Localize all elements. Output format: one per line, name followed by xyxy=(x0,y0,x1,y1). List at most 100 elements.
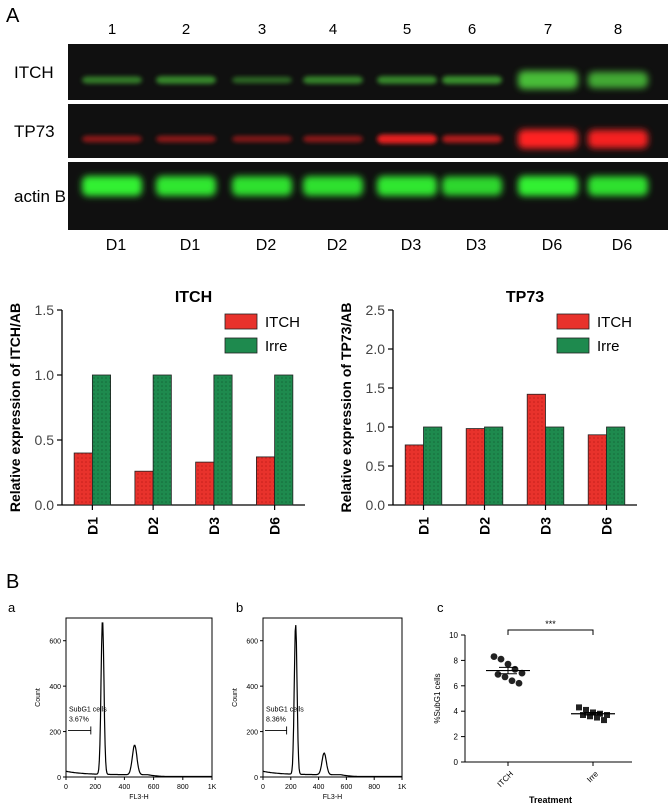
blot-band xyxy=(156,176,216,196)
blot-band xyxy=(232,135,292,143)
x-axis-label: FL3-H xyxy=(129,794,148,801)
blot-band xyxy=(442,176,502,196)
data-point xyxy=(508,677,516,685)
y-axis-label: Relative expression of TP73/AB xyxy=(338,302,354,512)
legend-swatch xyxy=(224,337,258,354)
lane-number: 4 xyxy=(329,21,337,38)
bar xyxy=(484,426,504,506)
data-point xyxy=(504,660,512,668)
y-tick-label: 0 xyxy=(57,775,61,782)
histogram-a: 0 200 400 600 0 200 400 600 800 1K FL3-H Count SubG1… xyxy=(35,617,217,801)
panel-b-label: B xyxy=(6,571,19,593)
y-tick-label: 400 xyxy=(49,684,61,691)
bar xyxy=(134,470,154,506)
bar xyxy=(587,434,607,506)
histogram-b: 0 200 400 600 0 200 400 600 800 1K FL3-H Count SubG1… xyxy=(232,617,407,801)
gate-label: SubG1 cells xyxy=(69,706,107,713)
y-tick-label: 600 xyxy=(246,639,258,646)
y-tick-label: 1.5 xyxy=(366,380,386,396)
x-tick-label: D6 xyxy=(599,517,615,535)
bar xyxy=(526,393,546,506)
y-tick-label: 0 xyxy=(454,758,459,767)
blot-row-label: TP73 xyxy=(14,122,55,141)
data-point xyxy=(583,706,589,713)
legend-label: ITCH xyxy=(597,314,632,331)
y-tick-label: 0.0 xyxy=(366,497,386,513)
blot-strip xyxy=(68,104,668,158)
x-tick-label: 800 xyxy=(368,784,380,791)
legend-swatch xyxy=(224,313,258,330)
blot-band xyxy=(156,135,216,143)
data-point xyxy=(490,653,498,660)
y-tick-label: 6 xyxy=(454,682,459,691)
lane-number: 6 xyxy=(468,21,476,38)
bar xyxy=(423,426,443,506)
legend-label: Irre xyxy=(265,338,288,355)
blot-strip xyxy=(68,44,668,100)
y-axis-label: Count xyxy=(232,688,239,707)
lane-day-label: D1 xyxy=(106,237,127,254)
gate-value: 8.36% xyxy=(266,716,286,723)
bar xyxy=(274,374,294,506)
lane-day-label: D3 xyxy=(466,237,487,254)
western-blot: 1 2 3 4 5 6 7 8 ITCH TP73 actin B D1 D1 D2 D2 D3 D3 D6 D6 xyxy=(14,21,668,254)
chart-title: ITCH xyxy=(175,289,212,306)
blot-row-label: ITCH xyxy=(14,63,54,82)
blot-band xyxy=(303,135,363,143)
x-tick-label: 0 xyxy=(261,784,265,791)
x-tick-label: 200 xyxy=(285,784,297,791)
data-point xyxy=(587,713,593,720)
y-tick-label: 600 xyxy=(49,639,61,646)
x-tick-label: D2 xyxy=(477,517,493,535)
x-axis-label: Treatment xyxy=(529,795,572,805)
bar xyxy=(195,461,215,506)
x-tick-label: 400 xyxy=(119,784,131,791)
blot-band xyxy=(518,176,578,196)
x-tick-label: ITCH xyxy=(496,769,516,789)
y-tick-label: 0 xyxy=(254,775,258,782)
y-tick-label: 4 xyxy=(454,707,459,716)
x-tick-label: 600 xyxy=(148,784,160,791)
blot-band xyxy=(518,129,578,149)
data-point xyxy=(497,655,505,663)
blot-band xyxy=(518,70,578,90)
plot-frame xyxy=(65,617,213,778)
x-tick-label: 400 xyxy=(313,784,325,791)
y-tick-label: 2 xyxy=(454,733,459,742)
blot-band xyxy=(442,76,502,84)
blot-band xyxy=(82,76,142,84)
chart-title: TP73 xyxy=(506,289,544,306)
lane-number: 7 xyxy=(544,21,552,38)
data-point xyxy=(494,670,502,678)
y-tick-label: 0.5 xyxy=(35,432,55,448)
blot-band xyxy=(303,176,363,196)
histogram-curve xyxy=(262,625,402,778)
y-tick-label: 10 xyxy=(449,631,458,640)
y-tick-label: 200 xyxy=(49,730,61,737)
x-tick-label: D2 xyxy=(145,517,161,535)
lane-day-label: D3 xyxy=(401,237,422,254)
x-tick-label: D1 xyxy=(416,517,432,535)
x-tick-label: 800 xyxy=(177,784,189,791)
blot-band xyxy=(377,134,437,144)
x-axis-label: FL3-H xyxy=(323,794,342,801)
data-point xyxy=(515,679,523,687)
panel-b-sub-b: b xyxy=(236,600,243,615)
x-tick-label: D1 xyxy=(84,517,100,535)
bar xyxy=(255,456,276,506)
legend-label: ITCH xyxy=(265,314,300,331)
legend-label: Irre xyxy=(597,338,620,355)
y-tick-label: 1.0 xyxy=(366,419,386,435)
gate-value: 3.67% xyxy=(69,716,89,723)
y-axis-label: Count xyxy=(35,688,42,707)
y-tick-label: 1.5 xyxy=(35,302,55,318)
data-point xyxy=(601,717,607,724)
x-tick-label: 1K xyxy=(208,784,217,791)
data-point xyxy=(576,704,582,711)
lane-day-label: D6 xyxy=(542,237,563,254)
blot-band xyxy=(377,76,437,84)
data-point xyxy=(594,714,600,721)
y-tick-label: 8 xyxy=(454,656,459,665)
blot-band xyxy=(442,135,502,143)
